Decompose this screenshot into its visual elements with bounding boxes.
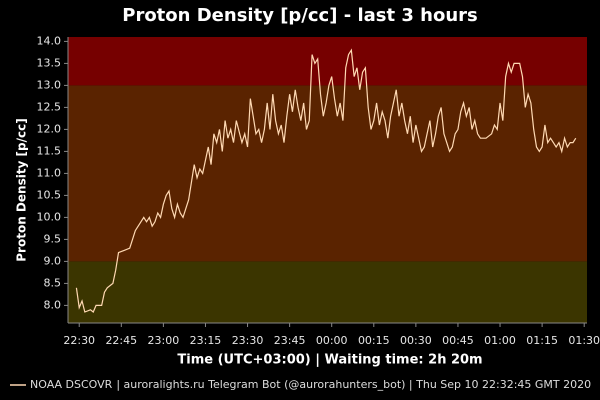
y-tick-label: 12.0: [37, 122, 62, 135]
x-tick-label: 23:15: [190, 334, 222, 347]
threshold-band: [68, 261, 587, 323]
y-axis-title: Proton Density [p/cc]: [15, 118, 29, 261]
footer-text: | auroralights.ru Telegram Bot (@aurorah…: [116, 378, 591, 391]
threshold-band: [68, 37, 587, 86]
x-tick-label: 00:45: [442, 334, 474, 347]
y-tick-label: 10.5: [37, 188, 62, 201]
y-tick-label: 13.5: [37, 56, 62, 69]
y-tick-label: 12.5: [37, 100, 62, 113]
x-tick-label: 00:15: [358, 334, 390, 347]
x-tick-label: 22:45: [105, 334, 137, 347]
chart-title: Proton Density [p/cc] - last 3 hours: [122, 5, 477, 26]
x-tick-label: 01:00: [484, 334, 516, 347]
legend-footer: NOAA DSCOVR | auroralights.ru Telegram Bo…: [30, 378, 591, 391]
x-tick-label: 23:30: [232, 334, 264, 347]
data-line: [75, 48, 577, 313]
x-axis-title: Time (UTC+03:00) | Waiting time: 2h 20m: [177, 353, 482, 368]
y-tick-label: 10.0: [37, 210, 62, 223]
x-tick-label: 00:00: [316, 334, 348, 347]
x-tick-label: 22:30: [63, 334, 95, 347]
y-tick-label: 11.0: [37, 166, 62, 179]
y-tick-label: 8.0: [44, 298, 62, 311]
x-tick-label: 00:30: [400, 334, 432, 347]
y-tick-label: 8.5: [44, 276, 62, 289]
y-tick-label: 14.0: [37, 34, 62, 47]
x-tick-label: 23:00: [148, 334, 180, 347]
legend-label: NOAA DSCOVR: [30, 378, 113, 391]
threshold-band: [68, 85, 587, 262]
x-tick-label: 01:30: [568, 334, 600, 347]
y-tick-label: 11.5: [37, 144, 62, 157]
x-tick-label: 23:45: [274, 334, 306, 347]
x-tick-label: 01:15: [526, 334, 558, 347]
y-tick-label: 13.0: [37, 78, 62, 91]
y-tick-label: 9.0: [44, 254, 62, 267]
y-tick-label: 9.5: [44, 232, 62, 245]
